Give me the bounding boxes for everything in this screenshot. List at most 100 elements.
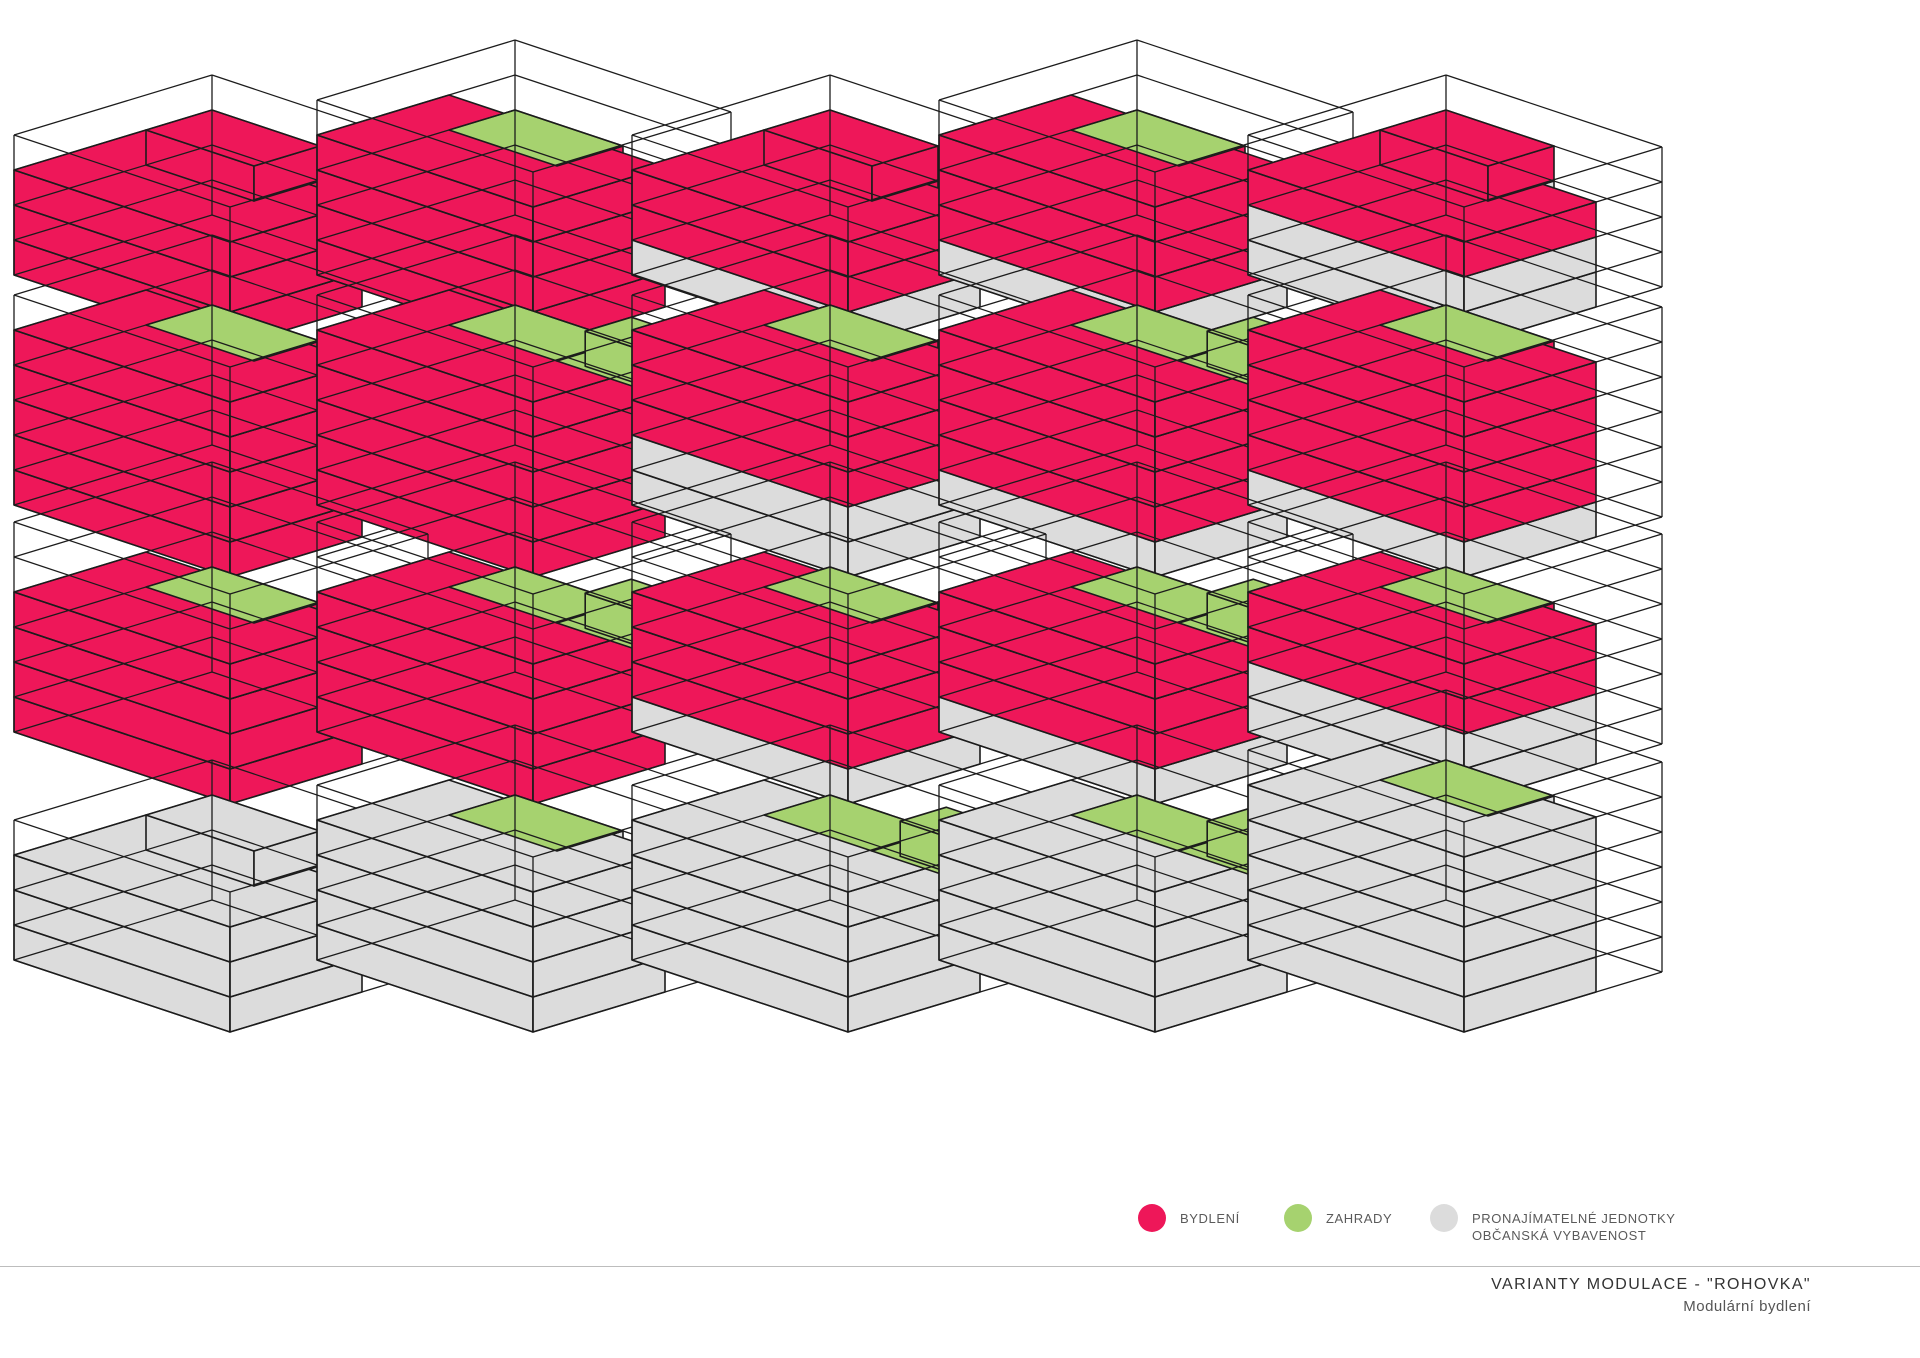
frame-ring-5-2 (938, 784, 1156, 858)
frame-ring-4-3 (938, 759, 1138, 821)
frame-ring-6-3 (316, 461, 516, 523)
frame-ring-5-0 (514, 724, 732, 798)
frame-ring-4-3 (631, 74, 831, 136)
frame-ring-5-0 (1136, 496, 1354, 570)
frame-ring-6-3 (631, 461, 831, 523)
frame-ring-3-0 (1445, 339, 1663, 413)
frame-ring-3-2 (631, 169, 849, 243)
frame-ring-1-2 (13, 924, 231, 998)
frame-ring-5-0 (1136, 39, 1354, 113)
frame-ring-0-2 (631, 959, 849, 1033)
frame-ring-1-2 (316, 239, 534, 313)
frame-ring-4-2 (316, 591, 534, 665)
frame-ring-3-3 (1247, 109, 1447, 171)
frame-ring-5-2 (316, 784, 534, 858)
frame-ring-6-3 (631, 234, 831, 296)
frame-ring-4-2 (1247, 134, 1465, 208)
frame-ring-4-0 (1136, 74, 1354, 148)
frame-ring-6-0 (514, 234, 732, 308)
frame-ring-0-2 (631, 504, 849, 578)
frame-ring-2-2 (1247, 204, 1465, 278)
frame-ring-3-2 (938, 854, 1156, 928)
frame-ring-6-2 (316, 521, 534, 595)
variant-1-1 (13, 74, 429, 348)
frame-ring-4-0 (1445, 304, 1663, 378)
frame-ring-6-1 (1463, 306, 1663, 368)
frame-ring-1-0 (1445, 409, 1663, 483)
frame-ring-3-3 (631, 109, 831, 171)
legend-swatch-bydleni (1138, 1204, 1166, 1232)
frame-ring-1-1 (1463, 936, 1663, 998)
frame-ring-5-2 (1247, 329, 1465, 403)
footer-subtitle: Modulární bydlení (1683, 1298, 1811, 1315)
frame-ring-4-2 (13, 134, 231, 208)
frame-ring-5-3 (938, 39, 1138, 101)
frame-ring-3-2 (631, 854, 849, 928)
frame-ring-0-1 (1463, 971, 1663, 1033)
frame-ring-5-3 (938, 496, 1138, 558)
frame-ring-0-2 (938, 731, 1156, 805)
legend-label-pronajimatelne: PRONAJÍMATELNÉ JEDNOTKY (1472, 1211, 1676, 1226)
frame-ring-2-0 (1445, 601, 1663, 675)
frame-ring-4-2 (316, 364, 534, 438)
frame-ring-6-0 (211, 234, 429, 308)
frame-ring-5-3 (1247, 496, 1447, 558)
frame-ring-3-2 (938, 399, 1156, 473)
frame-ring-6-3 (13, 461, 213, 523)
frame-ring-6-1 (1463, 533, 1663, 595)
frame-ring-4-1 (1463, 376, 1663, 438)
frame-ring-5-3 (316, 496, 516, 558)
frame-ring-2-0 (1445, 829, 1663, 903)
frame-ring-4-3 (316, 759, 516, 821)
frame-ring-6-0 (1136, 461, 1354, 535)
frame-ring-5-3 (1247, 724, 1447, 786)
frame-ring-2-3 (631, 144, 831, 206)
frame-ring-4-3 (316, 304, 516, 366)
frame-ring-1-2 (938, 696, 1156, 770)
frame-ring-6-2 (938, 521, 1156, 595)
frame-ring-0-0 (1445, 671, 1663, 745)
frame-ring-3-0 (1445, 109, 1663, 183)
frame-ring-2-2 (316, 889, 534, 963)
frame-ring-4-1 (1463, 831, 1663, 893)
frame-ring-3-2 (316, 169, 534, 243)
frame-ring-5-1 (1463, 796, 1663, 858)
frame-ring-1-2 (1247, 239, 1465, 313)
frame-ring-4-3 (938, 531, 1138, 593)
frame-ring-3-1 (1463, 411, 1663, 473)
frame-ring-1-1 (1463, 708, 1663, 770)
frame-ring-2-2 (938, 889, 1156, 963)
frame-ring-5-3 (938, 724, 1138, 786)
legend-swatch-zahrady (1284, 1204, 1312, 1232)
frame-ring-4-3 (316, 74, 516, 136)
frame-ring-2-2 (1247, 434, 1465, 508)
frame-ring-2-0 (1445, 144, 1663, 218)
frame-ring-2-2 (938, 204, 1156, 278)
frame-ring-5-3 (1247, 269, 1447, 331)
frame-ring-6-3 (1247, 689, 1447, 751)
frame-ring-4-2 (13, 819, 231, 893)
frame-ring-3-3 (938, 794, 1138, 856)
frame-ring-5-0 (211, 496, 429, 570)
frame-ring-5-1 (1463, 568, 1663, 630)
frame-ring-4-3 (316, 531, 516, 593)
frame-ring-3-3 (13, 109, 213, 171)
frame-ring-1-2 (631, 924, 849, 998)
variant-1-2 (316, 39, 732, 348)
legend-label-obcanska: OBČANSKÁ VYBAVENOST (1472, 1228, 1647, 1243)
frame-ring-3-2 (938, 169, 1156, 243)
legend-swatch-pronajimatelne (1430, 1204, 1458, 1232)
frame-ring-3-2 (13, 169, 231, 243)
frame-ring-3-2 (938, 626, 1156, 700)
frame-ring-0-2 (1247, 959, 1465, 1033)
frame-ring-6-2 (1247, 521, 1465, 595)
frame-ring-4-3 (13, 74, 213, 136)
frame-ring-5-0 (829, 724, 1047, 798)
frame-ring-0-2 (316, 959, 534, 1033)
frame-ring-4-2 (1247, 819, 1465, 893)
footer-title: VARIANTY MODULACE - "ROHOVKA" (1491, 1276, 1811, 1293)
frame-ring-5-3 (631, 724, 831, 786)
frame-ring-6-1 (847, 533, 1047, 595)
frame-ring-2-0 (1445, 374, 1663, 448)
frame-ring-2-3 (1247, 144, 1447, 206)
